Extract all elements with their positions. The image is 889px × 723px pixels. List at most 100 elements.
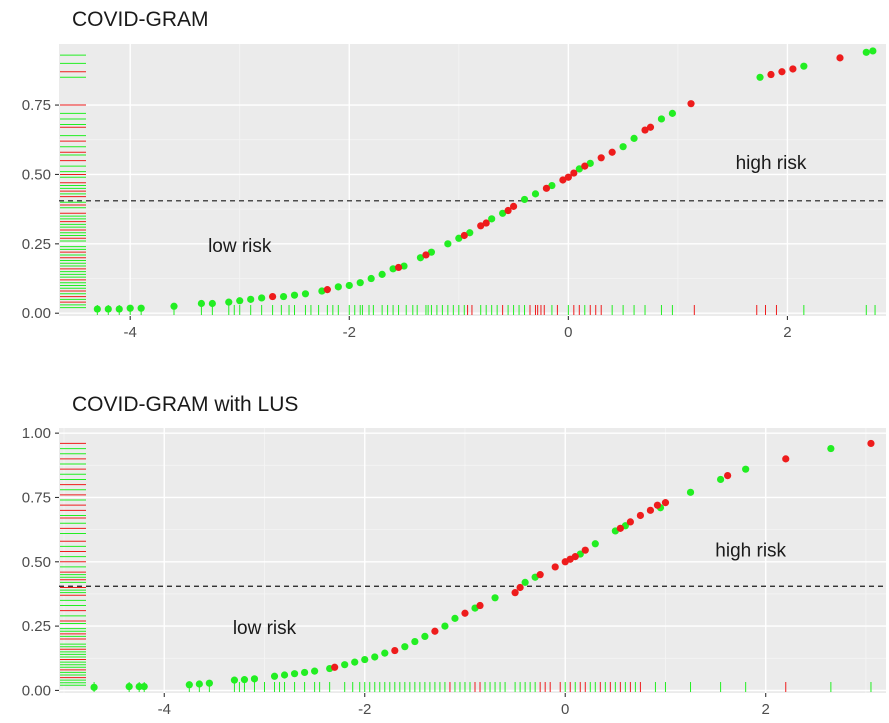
chart-2-data-point [782, 455, 790, 463]
chart-2-plot-background [59, 428, 886, 693]
chart-1-x-tick-label: -4 [124, 324, 137, 341]
chart-1-data-point [247, 295, 255, 303]
chart-1-data-point [323, 286, 331, 294]
chart-2-data-point [591, 540, 599, 548]
chart-1-data-point [356, 279, 364, 287]
chart-2-data-point [391, 646, 399, 655]
chart-2-data-point [250, 675, 259, 683]
chart-1-data-point [687, 100, 695, 108]
chart-2-data-point [867, 439, 875, 448]
chart-1-panel: low risk high risk -4 -2 0 2 0.00 0.25 0.50 0.75 [22, 44, 886, 341]
chart-2-data-point [476, 601, 484, 610]
chart-1-data-point [225, 298, 233, 306]
chart-1-data-point [619, 143, 627, 151]
chart-1-data-point [778, 68, 786, 76]
chart-1-data-point [279, 292, 288, 301]
chart-2-data-point [636, 511, 645, 520]
chart-2-data-point [717, 475, 725, 484]
chart-2-data-point [551, 563, 559, 571]
chart-2-data-point [491, 594, 499, 602]
chart-1-data-point [531, 190, 540, 198]
chart-1-data-point [137, 304, 145, 312]
chart-1-data-point [444, 240, 452, 248]
chart-1-data-point [416, 254, 425, 262]
chart-2-data-point [742, 465, 750, 473]
chart-2-data-point [341, 661, 349, 669]
chart-1-data-point [301, 290, 310, 298]
chart-2-data-point [516, 583, 524, 592]
chart-1-data-point [394, 263, 403, 272]
chart-2-data-point [661, 499, 670, 507]
chart-1-data-point [115, 305, 123, 313]
chart-1-data-point [93, 305, 101, 313]
chart-1-data-point [236, 297, 244, 305]
chart-1-data-point [477, 222, 485, 230]
chart-1-y-tick-label: 0.75 [22, 97, 51, 114]
chart-2-data-point [361, 655, 369, 664]
chart-2-data-point [351, 658, 359, 666]
chart-2-data-point [230, 676, 239, 684]
chart-1-data-point [290, 291, 299, 299]
chart-2-data-point [240, 676, 249, 684]
chart-1-data-point [564, 173, 572, 181]
chart-1-data-point [575, 165, 583, 173]
chart-1-data-point [862, 48, 870, 56]
chart-2-data-point [371, 653, 379, 661]
chart-1-data-point [756, 73, 764, 81]
chart-2-x-tick-label: -2 [358, 701, 371, 718]
chart-2-data-point [421, 632, 429, 640]
chart-1-data-point [657, 115, 666, 123]
chart-2-data-point [653, 501, 662, 509]
chart-2-data-point [511, 589, 519, 597]
chart-1-data-point [586, 159, 594, 167]
chart-2-data-point [331, 663, 339, 671]
chart-1-data-point [208, 299, 216, 308]
chart-2-data-point [411, 637, 419, 646]
chart-2-annotation: low risk [233, 618, 297, 639]
chart-1-data-point [646, 123, 655, 131]
chart-1-data-point [499, 209, 507, 217]
chart-2-data-point [381, 649, 389, 657]
chart-2-y-tick-label: 0.25 [22, 618, 51, 635]
chart-1-data-point [597, 154, 605, 162]
chart-2-y-tick-label: 0.50 [22, 554, 51, 571]
chart-2-x-tick-label: -4 [158, 701, 171, 718]
chart-1-x-tick-label: -2 [343, 324, 356, 341]
chart-1-data-point [504, 206, 512, 215]
chart-1-data-point [455, 234, 463, 242]
chart-2-data-point [290, 670, 299, 678]
chart-1-data-point [197, 299, 205, 308]
chart-1-data-point [466, 229, 474, 237]
chart-1-data-point [520, 195, 529, 204]
chart-1-data-point [482, 219, 490, 227]
chart-1-data-point [581, 162, 589, 170]
chart-1-data-point [318, 287, 326, 295]
chart-1-y-tick-label: 0.00 [22, 305, 51, 322]
chart-2-data-point [571, 553, 579, 561]
chart-1-data-point [630, 134, 638, 142]
chart-2-annotation: high risk [715, 541, 786, 562]
chart-2-data-point [461, 609, 469, 617]
chart-1-data-point [389, 265, 397, 273]
chart-1-data-point [367, 274, 375, 283]
chart-2-data-point [441, 622, 449, 630]
chart-2-data-point [270, 672, 279, 680]
chart-1-annotation: low risk [208, 236, 272, 257]
chart-1-data-point [559, 176, 567, 184]
chart-1-title: COVID-GRAM [72, 8, 209, 31]
chart-2-data-point [431, 627, 439, 635]
chart-2-data-point [581, 546, 589, 554]
chart-2-data-point [280, 671, 289, 679]
chart-1-y-tick-label: 0.50 [22, 166, 51, 183]
chart-1-data-point [268, 292, 277, 301]
chart-2-data-point [140, 682, 148, 691]
chart-1-data-point [641, 126, 649, 134]
chart-2-x-tick-label: 0 [561, 701, 569, 718]
chart-2-data-point [125, 682, 133, 691]
chart-1-data-point [422, 251, 430, 259]
chart-2-data-point [185, 681, 193, 689]
chart-1-data-point [789, 65, 797, 73]
chart-2-data-point [205, 679, 213, 687]
chart-1-data-point [334, 283, 342, 291]
chart-1-data-point [460, 231, 468, 240]
